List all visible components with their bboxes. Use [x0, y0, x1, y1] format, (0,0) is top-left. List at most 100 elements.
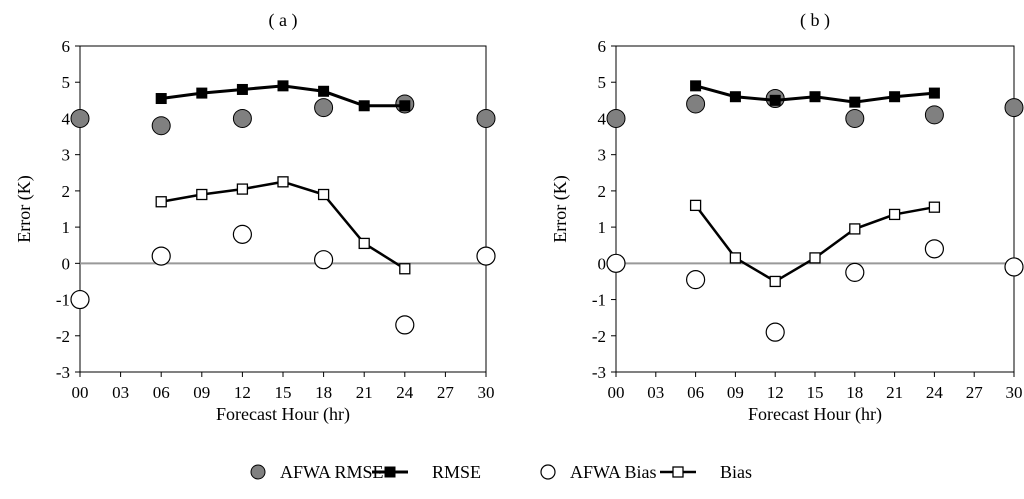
- x-tick-label: 09: [727, 383, 744, 402]
- x-tick-label: 03: [112, 383, 129, 402]
- legend: AFWA RMSE RMSE AFWA Bias Bias: [250, 462, 752, 482]
- data-point: [845, 262, 865, 282]
- y-tick-label: 1: [598, 218, 607, 237]
- legend-swatch: [540, 464, 556, 480]
- data-point: [1004, 98, 1024, 118]
- y-tick-label: 3: [598, 146, 607, 165]
- panel-title: ( a ): [269, 10, 298, 31]
- data-point: [277, 80, 289, 92]
- x-tick-label: 15: [807, 383, 824, 402]
- x-tick-label: 18: [315, 383, 332, 402]
- series-afwa-bias: [70, 224, 496, 335]
- data-point: [358, 237, 370, 250]
- y-axis-label: Error (K): [14, 175, 35, 242]
- data-point: [232, 108, 252, 128]
- legend-label: AFWA RMSE: [280, 462, 384, 482]
- data-point: [924, 239, 945, 259]
- data-point: [155, 196, 167, 208]
- data-point: [606, 108, 626, 128]
- x-tick-label: 12: [234, 383, 251, 402]
- series-rmse: [155, 80, 411, 112]
- data-point: [314, 98, 334, 118]
- data-point: [690, 80, 702, 92]
- data-point: [151, 116, 171, 136]
- data-point: [924, 105, 944, 125]
- plot-frame: [79, 45, 487, 373]
- y-tick-label: -3: [56, 363, 70, 382]
- y-tick-label: -3: [592, 363, 606, 382]
- data-point: [399, 100, 411, 112]
- data-point: [729, 91, 741, 103]
- x-tick-label: 12: [767, 383, 784, 402]
- legend-swatch: [672, 466, 684, 478]
- series-afwa-bias: [606, 239, 1024, 342]
- data-point: [888, 208, 901, 221]
- x-tick-label: 24: [396, 383, 414, 402]
- y-tick-label: 6: [598, 37, 607, 56]
- data-point: [769, 275, 781, 288]
- x-axis-label: Forecast Hour (hr): [748, 404, 882, 425]
- y-tick-label: 4: [62, 109, 71, 128]
- x-tick-label: 27: [437, 383, 455, 402]
- data-point: [155, 93, 167, 105]
- data-point: [70, 289, 90, 310]
- y-tick-label: 4: [598, 109, 607, 128]
- data-point: [395, 315, 415, 335]
- y-tick-label: 1: [62, 218, 71, 237]
- data-point: [476, 246, 496, 266]
- data-point: [476, 108, 496, 128]
- data-point: [399, 263, 411, 275]
- data-point: [928, 87, 940, 99]
- data-point: [765, 322, 785, 342]
- data-point: [889, 91, 901, 103]
- data-point: [70, 108, 90, 128]
- y-tick-label: 6: [62, 37, 71, 56]
- data-point: [358, 100, 370, 112]
- series-rmse: [690, 80, 940, 108]
- data-point: [236, 83, 248, 95]
- x-tick-label: 21: [356, 383, 373, 402]
- x-tick-label: 06: [687, 383, 704, 402]
- x-tick-label: 03: [647, 383, 664, 402]
- y-tick-label: 2: [598, 182, 607, 201]
- data-point: [151, 246, 171, 266]
- data-point: [809, 252, 821, 264]
- legend-label: AFWA Bias: [570, 462, 657, 482]
- x-tick-label: 30: [478, 383, 495, 402]
- data-point: [849, 223, 861, 235]
- x-tick-label: 30: [1006, 383, 1023, 402]
- x-axis-label: Forecast Hour (hr): [216, 404, 350, 425]
- legend-item-afwa-bias: AFWA Bias: [540, 462, 657, 482]
- data-point: [606, 253, 626, 273]
- data-point: [314, 250, 334, 270]
- legend-label: RMSE: [432, 462, 481, 482]
- y-axis-label: Error (K): [550, 175, 571, 242]
- data-point: [928, 201, 941, 213]
- data-point: [845, 108, 865, 128]
- data-point: [809, 91, 821, 103]
- x-tick-label: 00: [608, 383, 625, 402]
- y-tick-label: 3: [62, 146, 71, 165]
- y-tick-label: 2: [62, 182, 71, 201]
- data-point: [196, 87, 208, 99]
- data-point: [849, 96, 861, 108]
- x-tick-label: 09: [193, 383, 210, 402]
- y-tick-label: 0: [598, 254, 607, 273]
- data-point: [1004, 257, 1024, 277]
- series-bias: [689, 199, 941, 288]
- panel-title: ( b ): [800, 10, 830, 31]
- y-tick-label: 0: [62, 254, 71, 273]
- x-tick-label: 15: [275, 383, 292, 402]
- data-point: [232, 224, 252, 244]
- data-point: [196, 188, 208, 201]
- x-tick-label: 27: [966, 383, 984, 402]
- series-afwa-rmse: [70, 94, 496, 136]
- y-tick-label: -2: [592, 327, 606, 346]
- x-tick-label: 21: [886, 383, 903, 402]
- data-point: [729, 252, 742, 264]
- x-tick-label: 06: [153, 383, 170, 402]
- legend-item-afwa-rmse: AFWA RMSE: [250, 462, 384, 482]
